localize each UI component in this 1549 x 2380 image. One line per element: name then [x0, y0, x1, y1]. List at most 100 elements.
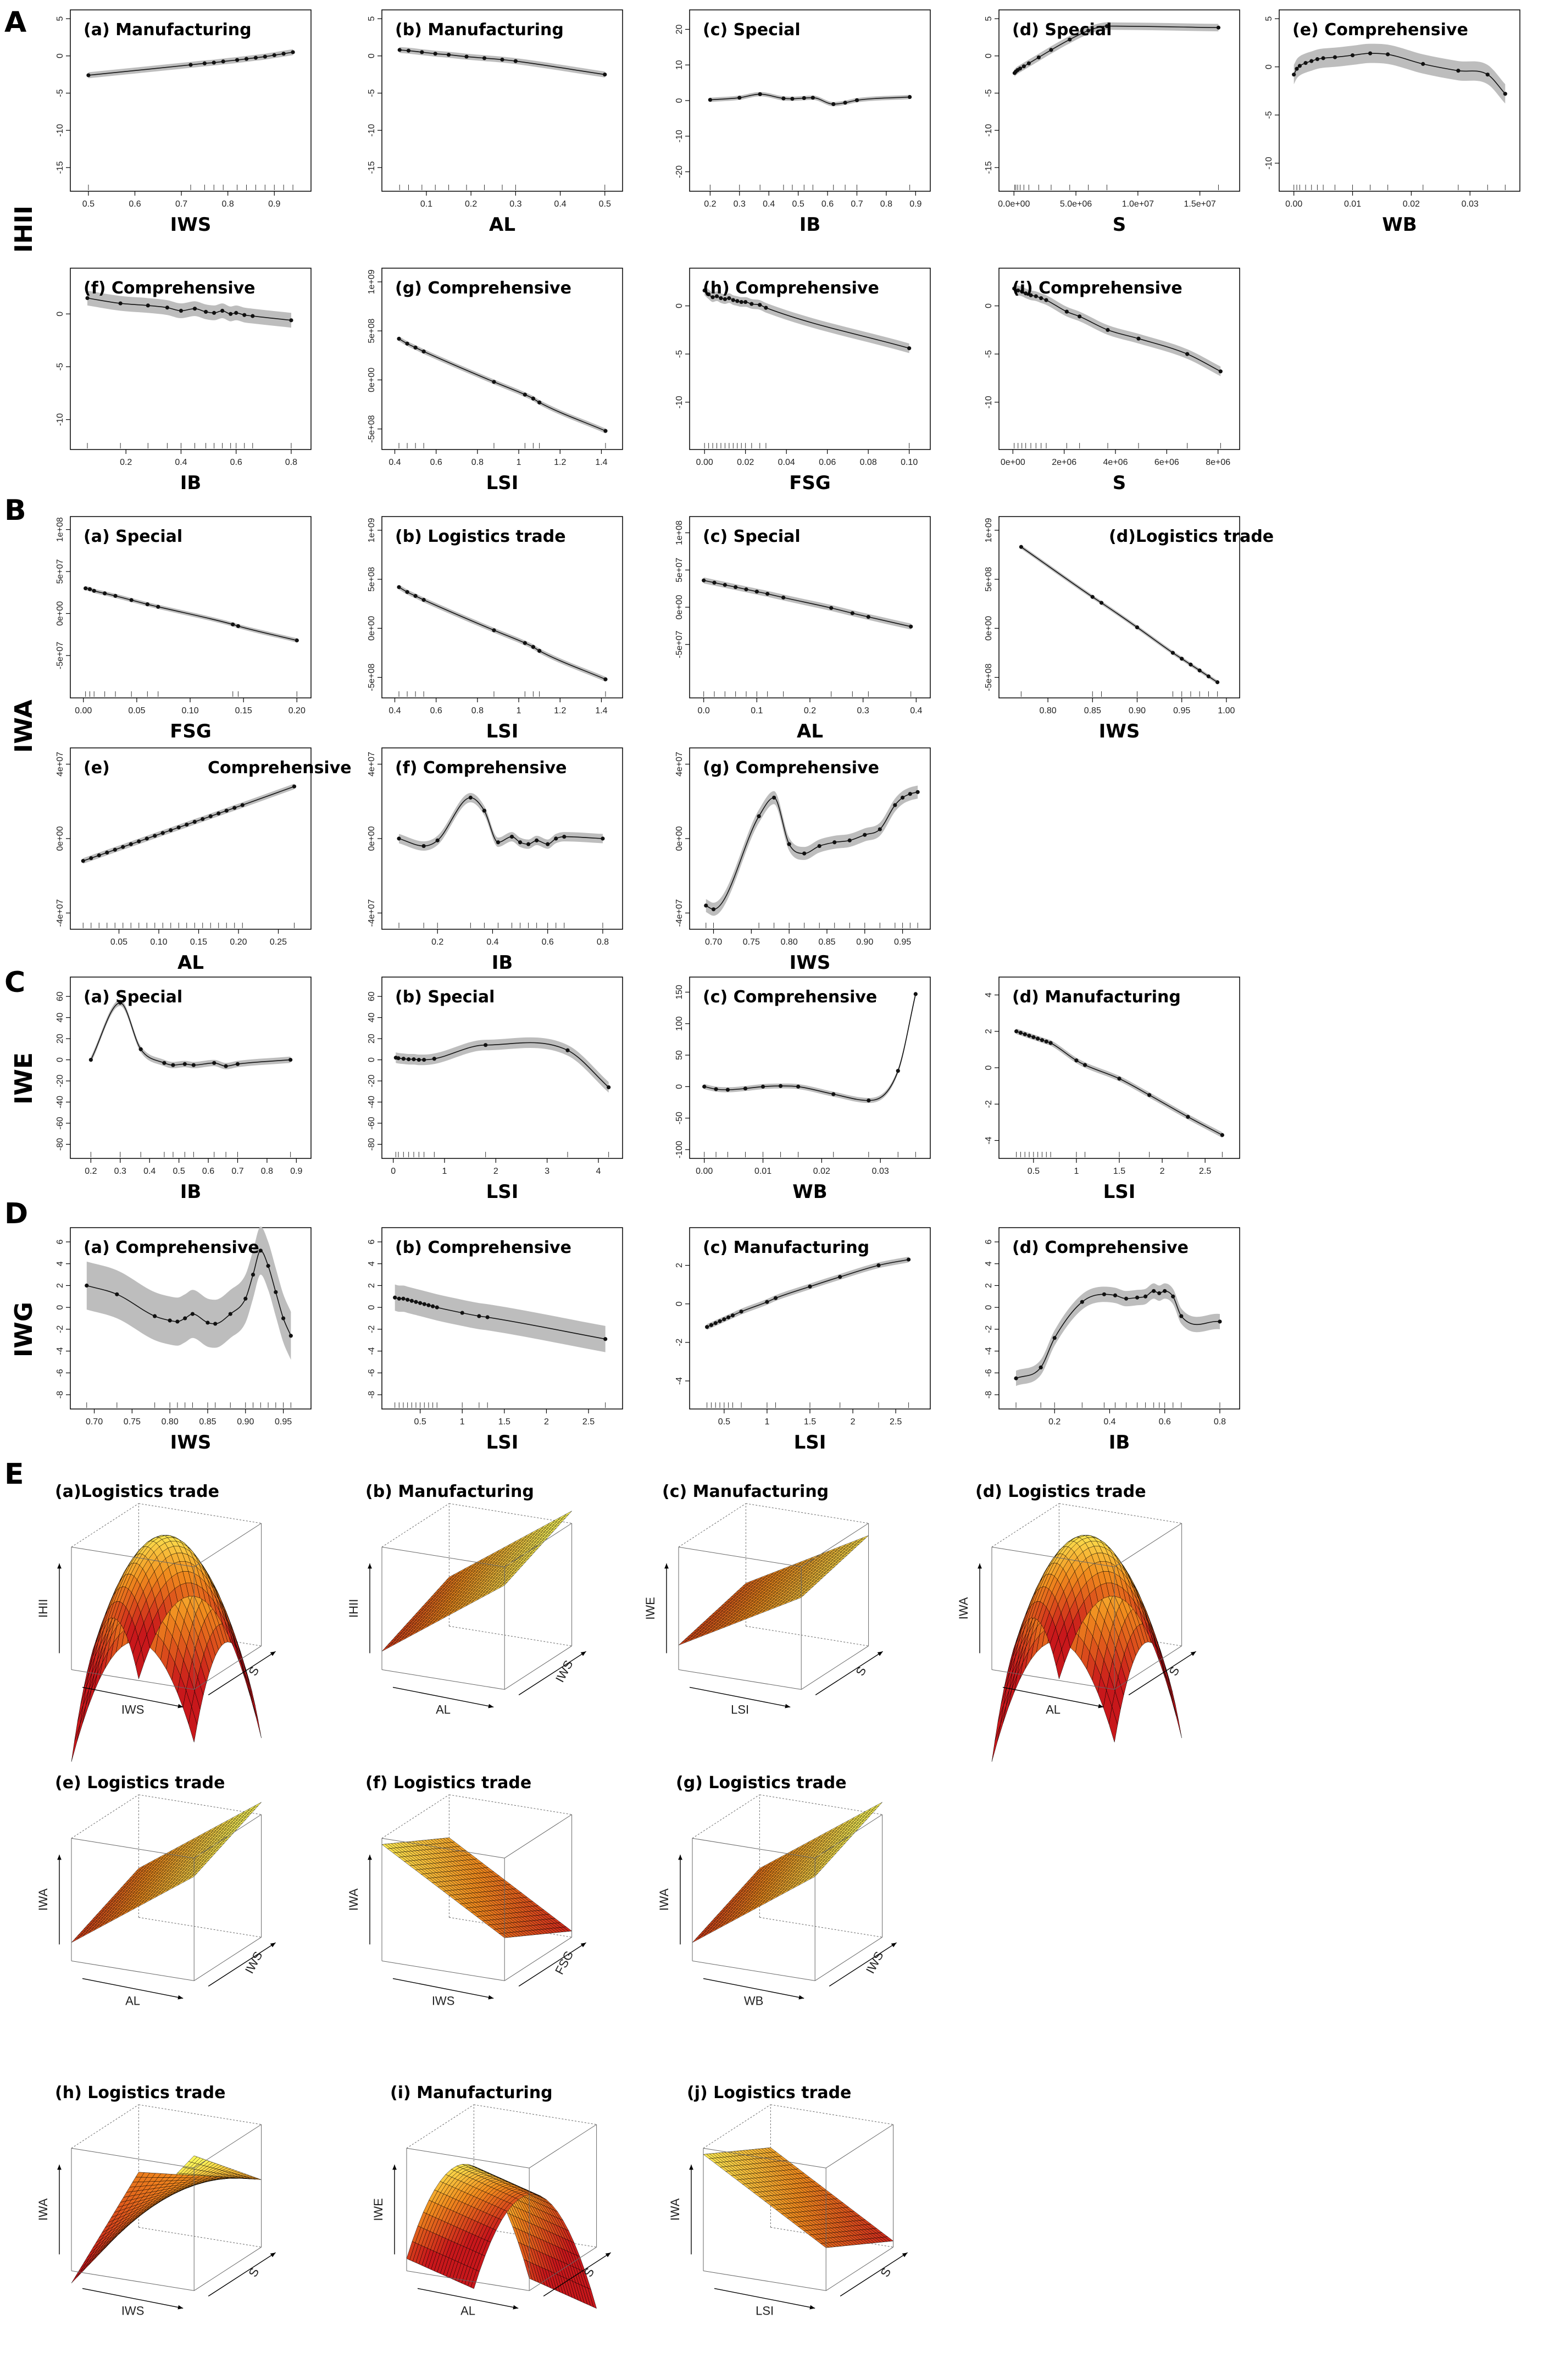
data-point — [1171, 1294, 1175, 1299]
data-point — [523, 392, 527, 397]
surface-facet — [859, 1535, 869, 1541]
x-tick-label: 1.5e+07 — [1184, 199, 1215, 209]
data-point — [1036, 1036, 1040, 1041]
data-point — [1152, 1289, 1156, 1293]
y-tick-label: -5 — [675, 350, 684, 358]
data-point — [1074, 1058, 1079, 1063]
surface-z-label: IWA — [657, 1888, 671, 1911]
x-tick-label: 0.01 — [754, 1167, 771, 1176]
x-axis-label: AL — [489, 214, 515, 236]
data-point — [162, 1061, 166, 1065]
data-point — [723, 297, 728, 301]
x-tick-label: 0.5 — [599, 199, 611, 209]
y-axis-arrow — [208, 1651, 276, 1695]
y-tick-label: -40 — [367, 1096, 376, 1108]
x-tick-label: 0.6 — [430, 458, 442, 467]
chart-panel-b-a: 0.00 0.05 0.10 0.15 0.20 1e+08 5e+07 0e+00 -5e+0… — [55, 516, 312, 742]
y-tick-label: 4e+07 — [367, 752, 376, 776]
data-point — [1350, 53, 1355, 58]
data-point — [535, 838, 539, 842]
data-point — [496, 840, 501, 845]
y-tick-label: 5e+08 — [367, 567, 376, 592]
data-point — [422, 1302, 426, 1306]
data-point — [1019, 545, 1023, 549]
x-axis-arrow-head — [177, 1704, 184, 1708]
data-point — [1104, 24, 1109, 29]
x-tick-label: 0.00 — [75, 706, 92, 715]
data-point — [113, 847, 117, 852]
chart-panel-a-h: 0.00 0.02 0.04 0.06 0.08 0.10 0 -5 -10 (h) Compre… — [675, 268, 931, 494]
data-point — [1044, 1039, 1048, 1044]
y-tick-label: 0 — [984, 53, 993, 58]
data-point — [1034, 294, 1038, 298]
data-point — [1086, 29, 1091, 33]
chart-panel-c-c: 0.00 0.01 0.02 0.03 150 100 50 0 -50 -100 (c) Comp… — [675, 977, 931, 1203]
surface-facet — [381, 1645, 391, 1652]
data-point — [723, 582, 727, 587]
data-point — [468, 795, 473, 800]
panel-title: Comprehensive — [208, 758, 352, 778]
data-point — [739, 299, 743, 304]
y-tick-label: 1e+08 — [55, 517, 65, 542]
data-point — [203, 309, 208, 314]
data-point — [281, 1316, 286, 1321]
box-edge — [504, 1523, 572, 1567]
panel-title: (c) Special — [703, 527, 801, 546]
data-point — [749, 302, 754, 306]
x-tick-label: 0.00 — [696, 458, 713, 467]
data-point — [708, 98, 712, 102]
surface-z-label: IWE — [643, 1597, 657, 1620]
box-edge — [381, 1503, 449, 1547]
data-point — [263, 54, 267, 59]
data-point — [1031, 1035, 1036, 1039]
x-tick-label: 0.75 — [743, 937, 760, 947]
chart-panel-a-g: 0.4 0.6 0.8 1 1.2 1.4 1e+09 5e+08 0e+00 -5e+08 (g)… — [367, 268, 623, 494]
box-edge — [1114, 1645, 1182, 1690]
surface-facet — [1167, 1674, 1176, 1706]
box-edge — [138, 1794, 262, 1815]
data-point — [523, 641, 527, 645]
data-point — [878, 827, 882, 831]
box-edge — [991, 1669, 1115, 1690]
x-tick-label: 0.3 — [509, 199, 521, 209]
y-tick-label: 5 — [367, 16, 376, 21]
panel-title: (a) Special — [84, 527, 182, 546]
y-tick-label: 150 — [675, 985, 684, 1000]
data-point — [1321, 56, 1325, 60]
data-point — [896, 1069, 900, 1073]
x-tick-label: 1.2 — [554, 706, 566, 715]
x-tick-label: 0.7 — [231, 1167, 243, 1176]
surface-x-label: IWS — [121, 1702, 145, 1716]
data-point — [485, 1315, 490, 1319]
y-tick-label: 2 — [984, 1029, 993, 1034]
data-point — [714, 1087, 718, 1091]
section-letter-c: C — [4, 966, 25, 999]
data-point — [1189, 662, 1193, 667]
x-tick-label: 0.95 — [894, 937, 911, 947]
surface-facet — [252, 1802, 262, 1809]
data-point — [432, 1057, 436, 1061]
data-point — [484, 1043, 488, 1047]
x-tick-label: 0.1 — [420, 199, 432, 209]
y-tick-label: -4e+07 — [675, 899, 684, 927]
x-axis-label: IWS — [1099, 720, 1140, 742]
confidence-band — [704, 285, 909, 353]
surface-title: (c) Manufacturing — [662, 1482, 829, 1501]
y-tick-label: 0 — [367, 1057, 376, 1062]
x-axis-label: WB — [1382, 214, 1417, 236]
y-tick-label: 5 — [984, 16, 993, 21]
data-point — [1012, 286, 1017, 291]
data-point — [546, 842, 550, 846]
data-point — [464, 54, 469, 59]
surface-panel-e-e: AL IWS IWA (e) Logistics trade — [36, 1773, 276, 2007]
data-point — [212, 310, 216, 315]
x-tick-label: 0.15 — [190, 937, 207, 947]
x-tick-label: 0.02 — [1403, 199, 1420, 209]
row-label-iwe: IWE — [10, 1052, 38, 1105]
data-point — [407, 1057, 411, 1062]
surface-title: (e) Logistics trade — [55, 1773, 225, 1793]
y-axis-arrow — [815, 1651, 883, 1695]
box-edge — [449, 1794, 572, 1815]
data-point — [190, 1312, 195, 1316]
x-tick-label: 0.7 — [175, 199, 187, 209]
